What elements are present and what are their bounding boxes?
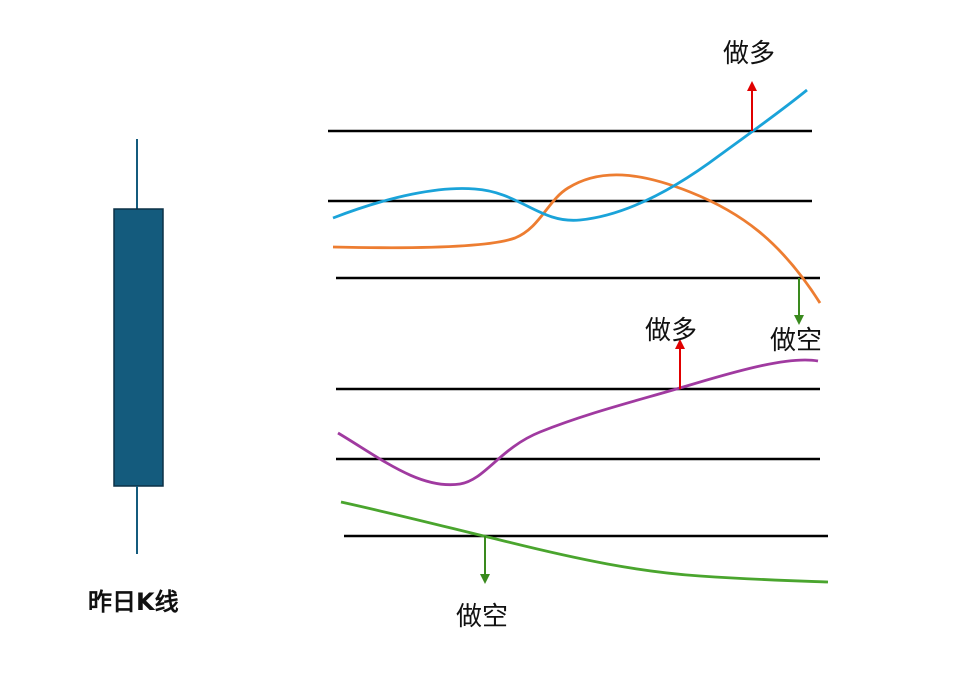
orange-curve <box>332 173 822 304</box>
candle-caption: 昨日K线 <box>88 588 179 616</box>
blue-curve <box>332 88 808 222</box>
candle-body <box>113 208 164 487</box>
long-label-top: 做多 <box>723 39 776 69</box>
short-label-upper: 做空 <box>770 326 823 356</box>
long-label-middle: 做多 <box>645 316 698 346</box>
green-curve <box>340 500 829 584</box>
purple-curve <box>337 358 819 487</box>
short-label-bottom: 做空 <box>456 602 509 632</box>
